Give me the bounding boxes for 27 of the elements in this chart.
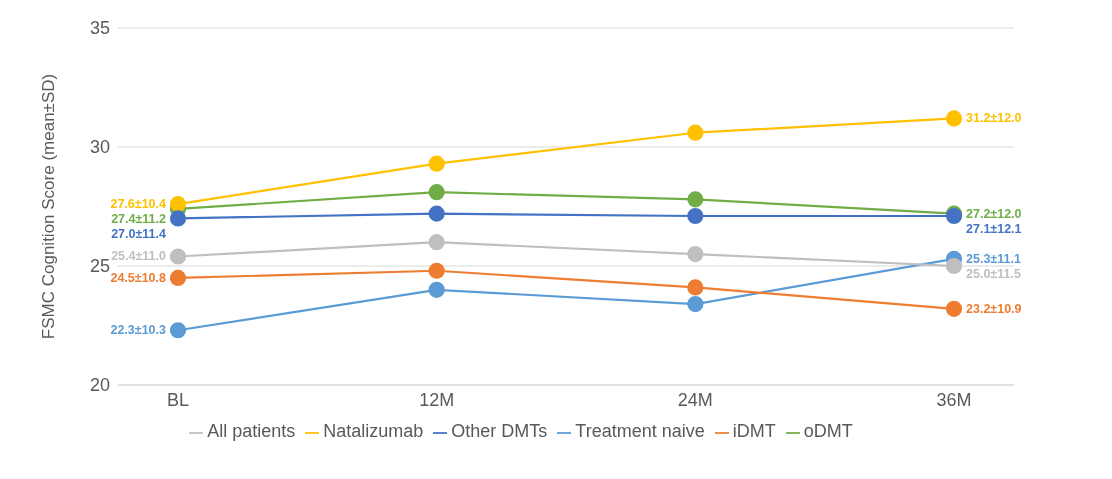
data-label: 27.2±12.0 <box>966 206 1022 221</box>
legend-label: oDMT <box>803 421 853 441</box>
data-label: 25.3±11.1 <box>966 251 1021 266</box>
data-label: 22.3±10.3 <box>110 323 167 338</box>
data-label: 27.1±12.1 <box>966 221 1022 236</box>
y-tick-label: 20 <box>89 375 110 396</box>
data-label: 25.0±11.5 <box>966 266 1021 281</box>
y-tick-label: 35 <box>89 18 110 39</box>
data-label: 27.0±11.4 <box>111 227 167 242</box>
legend-label: Other DMTs <box>451 421 548 441</box>
data-label: 24.5±10.8 <box>110 270 167 285</box>
data-label: 25.4±11.0 <box>111 249 167 264</box>
x-tick-label: 12M <box>419 389 455 410</box>
x-tick-label: 36M <box>936 389 972 410</box>
x-tick-label: BL <box>166 389 190 410</box>
x-tick-label: 24M <box>677 389 713 410</box>
legend-label: Treatment naive <box>575 421 705 441</box>
y-tick-label: 25 <box>89 256 110 277</box>
legend-label: All patients <box>207 421 296 441</box>
y-axis-title: FSMC Cognition Score (mean±SD) <box>39 73 59 340</box>
legend-label: Natalizumab <box>323 421 424 441</box>
data-label: 31.2±12.0 <box>966 111 1022 126</box>
legend-label: iDMT <box>732 421 776 441</box>
data-label: 23.2±10.9 <box>966 301 1022 316</box>
y-tick-label: 30 <box>89 137 110 158</box>
data-label: 27.4±11.2 <box>111 212 167 227</box>
data-label: 27.6±10.4 <box>110 197 167 212</box>
